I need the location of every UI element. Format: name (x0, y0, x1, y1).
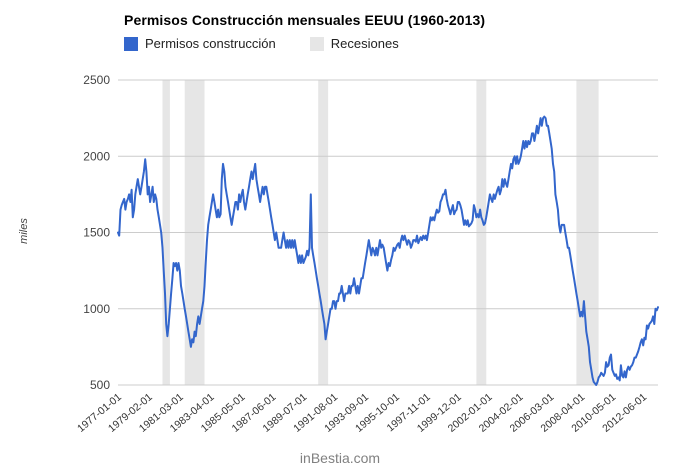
chart-legend: Permisos construcción Recesiones (124, 36, 399, 51)
legend-label-recessions: Recesiones (330, 36, 399, 51)
chart-title: Permisos Construcción mensuales EEUU (19… (124, 12, 486, 28)
legend-swatch (309, 36, 324, 51)
legend-swatch (124, 36, 138, 51)
legend-item-recessions[interactable]: Recesiones (309, 36, 399, 51)
legend-label-permits: Permisos construcción (145, 36, 276, 51)
watermark: inBestia.com (299, 450, 381, 466)
y-tick-label: 2000 (83, 149, 110, 163)
y-tick-label: 2500 (83, 73, 110, 87)
y-tick-label: 1500 (83, 226, 110, 240)
legend-item-permits[interactable]: Permisos construcción (124, 36, 276, 51)
y-tick-label: 1000 (83, 302, 110, 316)
permits-line-series (117, 115, 659, 386)
y-tick-label: 500 (90, 378, 110, 392)
